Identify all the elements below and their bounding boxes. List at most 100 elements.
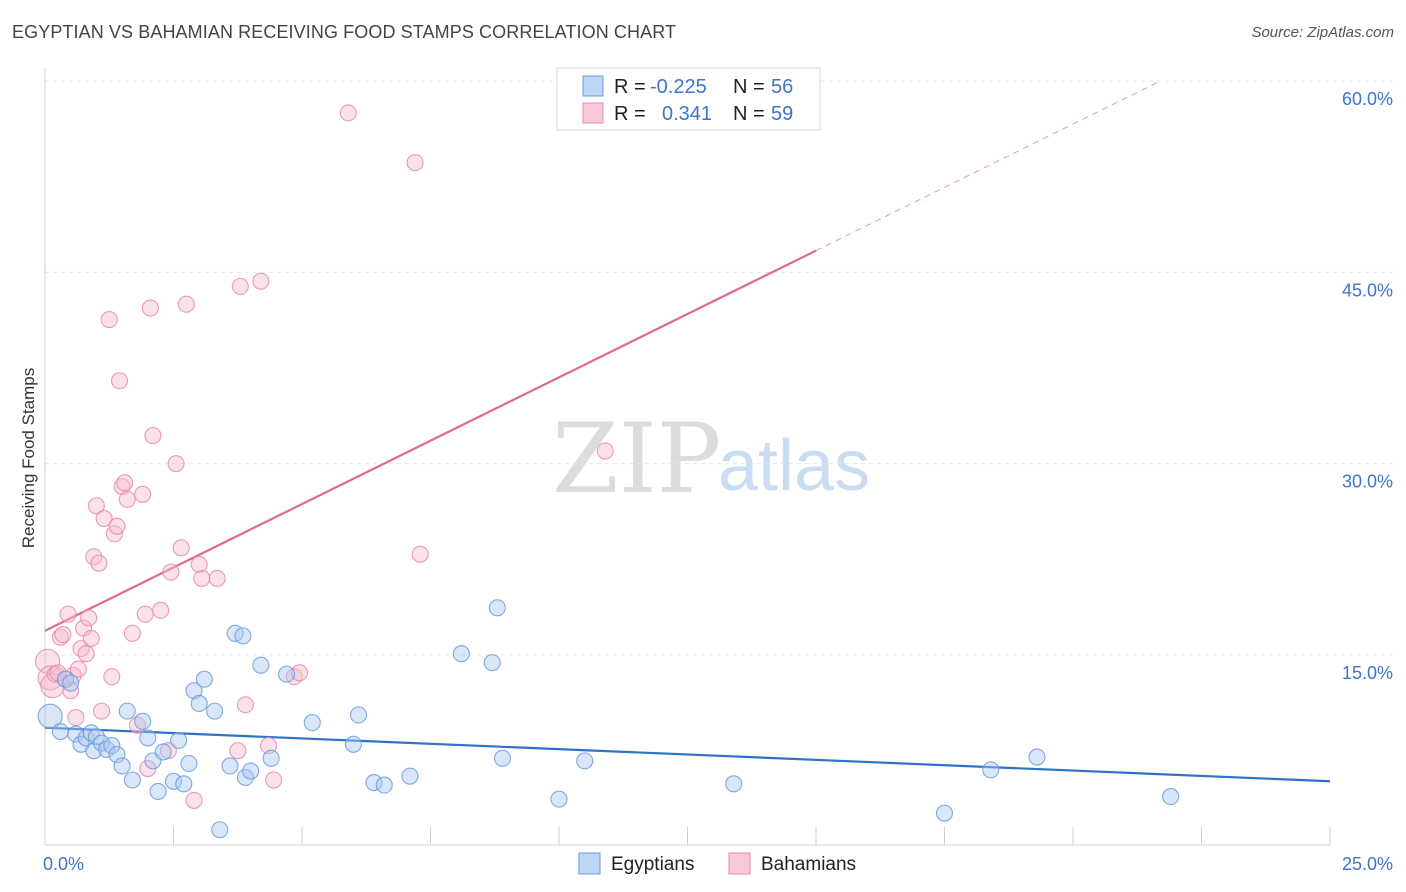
data-point-bahamians — [51, 628, 69, 646]
legend-n-value-1: 56 — [771, 76, 793, 98]
gridlines — [45, 80, 1395, 656]
data-point-bahamians — [231, 277, 249, 295]
data-point-bahamians — [265, 771, 283, 789]
data-point-egyptians — [180, 754, 198, 772]
data-point-egyptians — [1028, 748, 1046, 766]
data-point-bahamians — [108, 517, 126, 535]
data-point-bahamians — [190, 555, 208, 573]
data-point-egyptians — [175, 775, 193, 793]
data-point-bahamians — [177, 295, 195, 313]
data-points — [35, 104, 1180, 839]
data-point-egyptians — [113, 757, 131, 775]
data-point-egyptians — [154, 743, 172, 761]
y-tick-label: 60.0% — [1342, 89, 1393, 109]
data-point-egyptians — [493, 749, 512, 767]
data-point-egyptians — [262, 749, 280, 767]
data-point-bahamians — [162, 563, 180, 581]
data-point-bahamians — [80, 609, 98, 627]
data-point-bahamians — [116, 474, 134, 492]
data-point-egyptians — [118, 702, 136, 720]
data-point-egyptians — [195, 670, 213, 688]
data-point-bahamians — [72, 640, 90, 658]
y-axis-label: Receiving Food Stamps — [19, 368, 38, 548]
data-point-egyptians — [221, 757, 239, 775]
data-point-egyptians — [242, 762, 260, 780]
data-point-egyptians — [344, 735, 362, 753]
chart-title: EGYPTIAN VS BAHAMIAN RECEIVING FOOD STAM… — [12, 22, 677, 42]
data-point-bahamians — [67, 708, 85, 727]
data-point-egyptians — [51, 722, 69, 741]
data-point-bahamians — [87, 497, 105, 515]
data-point-bahamians — [252, 272, 270, 290]
trend-extension-bahamians — [815, 80, 1161, 252]
data-point-egyptians — [303, 714, 321, 732]
legend-r-value-2: 0.341 — [662, 103, 712, 125]
data-point-egyptians — [103, 737, 121, 755]
watermark-atlas: atlas — [718, 426, 870, 506]
source-label: Source: ZipAtlas.com — [1251, 24, 1394, 41]
legend-n-label-2: N = — [733, 103, 765, 125]
data-point-bahamians — [118, 490, 136, 508]
data-point-bahamians — [185, 791, 203, 809]
bottom-legend-bahamians: Bahamians — [761, 854, 856, 875]
y-tick-label: 45.0% — [1342, 280, 1393, 300]
data-point-bahamians — [411, 545, 429, 563]
data-point-bahamians — [596, 442, 614, 460]
data-point-bahamians — [152, 601, 170, 619]
x-tick-label: 25.0% — [1342, 854, 1393, 874]
data-point-egyptians — [211, 821, 229, 839]
trend-lines — [44, 80, 1331, 783]
data-point-bahamians — [90, 554, 108, 572]
data-point-bahamians — [141, 299, 159, 317]
data-point-bahamians — [82, 629, 100, 647]
data-point-egyptians — [206, 702, 224, 720]
data-point-egyptians — [62, 674, 80, 692]
data-point-egyptians — [375, 776, 393, 794]
data-point-egyptians — [725, 775, 743, 793]
data-point-bahamians — [167, 455, 185, 473]
y-tick-label: 30.0% — [1342, 472, 1393, 492]
data-point-egyptians — [401, 767, 419, 785]
data-point-egyptians — [134, 712, 152, 730]
data-point-bahamians — [144, 427, 162, 445]
data-point-egyptians — [149, 782, 167, 801]
legend-r-label-1: R = — [614, 76, 646, 98]
data-point-egyptians — [185, 682, 203, 700]
data-point-bahamians — [172, 539, 190, 557]
bottom-legend-swatch-egyptians — [578, 852, 601, 875]
data-point-egyptians — [349, 706, 368, 724]
data-point-bahamians — [100, 310, 118, 329]
data-point-bahamians — [236, 696, 255, 714]
data-point-bahamians — [110, 372, 129, 390]
data-point-bahamians — [406, 154, 424, 172]
data-point-egyptians — [365, 774, 383, 792]
data-point-egyptians — [982, 761, 1000, 779]
data-point-egyptians — [576, 752, 594, 770]
data-point-egyptians — [452, 645, 470, 663]
legend-n-label-1: N = — [733, 76, 765, 98]
data-point-bahamians — [208, 569, 226, 588]
trend-line-bahamians — [44, 249, 817, 632]
data-point-egyptians — [483, 654, 501, 672]
data-point-bahamians — [193, 569, 211, 588]
data-point-bahamians — [123, 624, 141, 642]
correlation-legend: R = -0.225 N = 56 R = 0.341 N = 59 — [556, 67, 821, 131]
data-point-egyptians — [278, 665, 296, 683]
bottom-legend-egyptians: Egyptians — [611, 854, 694, 875]
axes: 15.0% 30.0% 45.0% 60.0% 0.0% 25.0% — [43, 68, 1393, 874]
data-point-bahamians — [339, 104, 357, 122]
data-point-egyptians — [170, 731, 188, 750]
data-point-egyptians — [164, 772, 183, 790]
legend-r-label-2: R = — [614, 103, 646, 125]
legend-n-value-2: 59 — [771, 103, 793, 125]
trend-line-egyptians — [44, 726, 1331, 783]
data-point-bahamians — [95, 509, 113, 528]
data-point-egyptians — [37, 703, 63, 729]
data-point-bahamians — [103, 668, 121, 686]
data-point-egyptians — [550, 790, 568, 808]
data-point-bahamians — [229, 742, 247, 760]
data-point-egyptians — [234, 627, 252, 645]
legend-swatch-bahamians — [582, 102, 604, 124]
watermark-zip: ZIP — [552, 403, 721, 515]
data-point-egyptians — [488, 599, 506, 617]
